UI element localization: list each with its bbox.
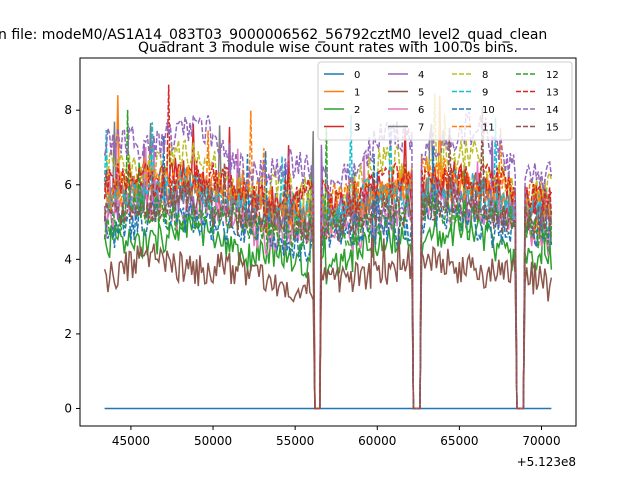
x-tick-label: 45000 xyxy=(112,434,150,448)
legend-label: 14 xyxy=(546,105,559,116)
series-line-15 xyxy=(103,107,553,410)
y-tick-label: 4 xyxy=(64,252,72,266)
legend-label: 8 xyxy=(482,70,488,81)
legend-label: 12 xyxy=(546,70,559,81)
x-tick-label: 70000 xyxy=(522,434,560,448)
legend-label: 1 xyxy=(354,88,360,99)
legend-label: 2 xyxy=(354,105,360,116)
x-tick-label: 55000 xyxy=(276,434,314,448)
legend-label: 7 xyxy=(418,123,424,134)
y-tick-label: 6 xyxy=(64,178,72,192)
suptitle: n file: modeM0/AS1A14_083T03_9000006562_… xyxy=(0,27,547,43)
series-line-5 xyxy=(103,212,553,410)
chart-title: Quadrant 3 module wise count rates with … xyxy=(138,40,518,56)
y-tick-label: 0 xyxy=(64,401,72,415)
legend-label: 15 xyxy=(546,123,559,134)
plot-frame xyxy=(79,57,577,427)
legend-label: 0 xyxy=(354,70,360,81)
x-axis: 45000 50000 55000 60000 65000 70000 xyxy=(112,426,561,448)
legend-label: 10 xyxy=(482,105,495,116)
y-axis: 0 2 4 6 8 xyxy=(64,103,80,415)
x-tick-label: 50000 xyxy=(194,434,232,448)
legend-label: 3 xyxy=(354,123,360,134)
legend-label: 9 xyxy=(482,88,488,99)
series-line-8 xyxy=(104,93,553,410)
legend-label: 5 xyxy=(418,88,424,99)
legend-label: 11 xyxy=(482,123,495,134)
legend-label: 13 xyxy=(546,88,559,99)
legend-label: 6 xyxy=(418,105,424,116)
x-tick-label: 65000 xyxy=(440,434,478,448)
y-tick-label: 2 xyxy=(64,327,72,341)
x-tick-label: 60000 xyxy=(358,434,396,448)
legend-frame xyxy=(317,61,573,141)
y-tick-label: 8 xyxy=(64,103,72,117)
x-offset-label: +5.123e8 xyxy=(517,455,576,469)
series-line-13 xyxy=(103,84,553,410)
legend-label: 4 xyxy=(418,70,424,81)
